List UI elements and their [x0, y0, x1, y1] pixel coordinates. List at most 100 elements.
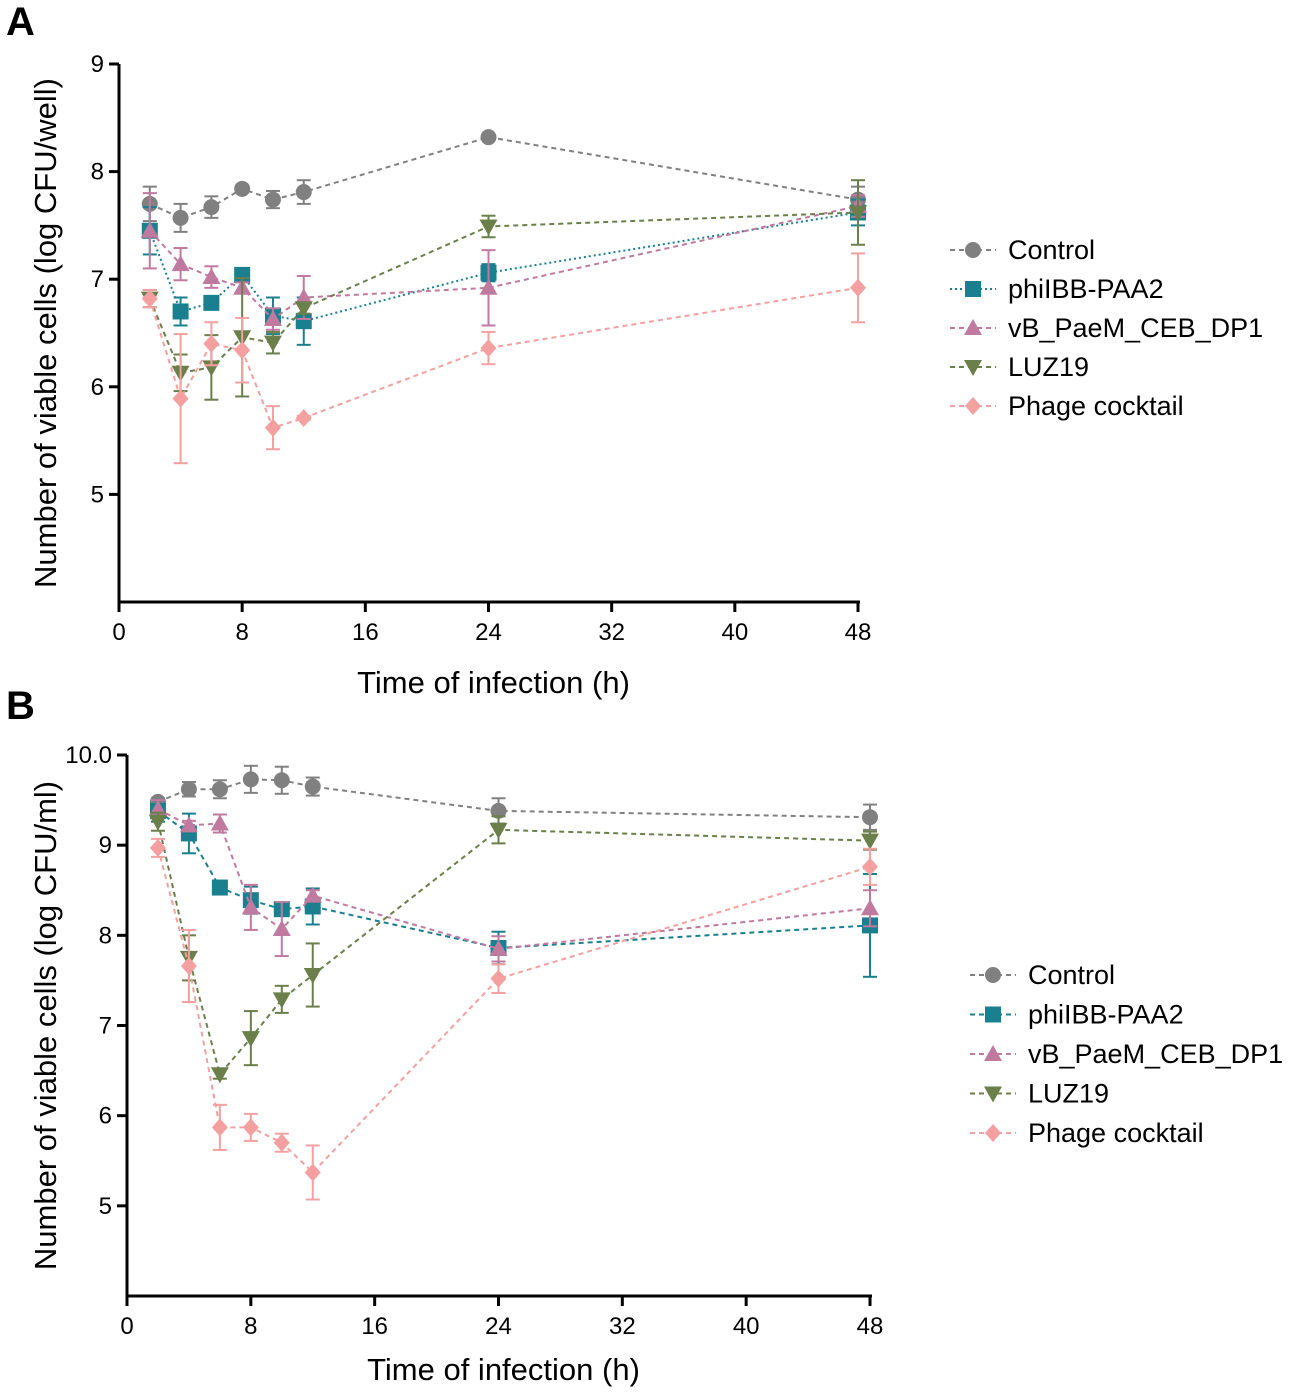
panel-b-series-phage-cocktail: [149, 837, 878, 1201]
panel-a-x-tick-label-16: 16: [352, 619, 379, 646]
panel-b-series-phage-cocktail-point-6: [211, 1118, 228, 1137]
panel-b-legend-item-luz19-marker: [984, 1086, 1002, 1103]
panel-b-legend-item-phage-cocktail-label: Phage cocktail: [1028, 1118, 1204, 1148]
panel-a-y-tick-label-8: 8: [91, 159, 104, 186]
panel-a-series-vb-paem-ceb-dp1-point-24: [479, 278, 498, 295]
panel-b-series-phiibb-paa2-line: [157, 810, 871, 949]
panel-a-x-tick-label-24: 24: [475, 619, 502, 646]
chart-panel-a: 5 6 7 8 9 0 8 16 24 32 40 48 Time of infection (h) Nu…: [28, 51, 1263, 700]
panel-b-series-luz19-point-48: [861, 833, 879, 850]
panel-a-series-luz19-line: [148, 211, 859, 374]
panel-b-series-control-point-8: [242, 771, 259, 788]
panel-b-series-vb-paem-ceb-dp1: [148, 799, 879, 963]
panel-a-series-control-point-10: [264, 191, 281, 208]
panel-b-legend-item-vb-paem-ceb-dp1-label: vB_PaeM_CEB_DP1: [1028, 1039, 1283, 1069]
panel-a-series-phage-cocktail-point-10: [264, 418, 281, 437]
panel-b-legend: Control phiIBB-PAA2 vB_PaeM_CEB_DP1 LUZ19 Ph…: [970, 960, 1283, 1148]
panel-b-series-control: [149, 764, 878, 831]
panel-a-series-phiibb-paa2: [141, 198, 866, 346]
panel-b-series-control-point-6: [211, 781, 228, 798]
panel-b-series-control-line: [157, 778, 871, 819]
panel-a-series-vb-paem-ceb-dp1-line: [149, 205, 859, 321]
panel-b-legend-item-control-label: Control: [1028, 960, 1115, 990]
panel-a-legend-item-luz19-marker: [964, 360, 982, 376]
panel-b-series-vb-paem-ceb-dp1-point-6: [210, 814, 229, 831]
chart-panel-b: 5 6 7 8 9 10.0 0 8 16 24 32 40 48 Time of infection (…: [28, 742, 1283, 1387]
panel-b-series-phage-cocktail-point-24: [490, 969, 507, 988]
panel-b-series-luz19-point-24: [489, 822, 508, 839]
panel-label-a: A: [6, 0, 35, 44]
panel-a-series-phiibb-paa2-point-6: [203, 294, 220, 311]
panel-a-series-phiibb-paa2-line: [148, 211, 859, 323]
panel-a-series-vb-paem-ceb-dp1-point-4: [171, 255, 190, 272]
panel-a-series-vb-paem-ceb-dp1-point-2: [140, 221, 159, 238]
panel-a-series-vb-paem-ceb-dp1-point-6: [202, 268, 221, 285]
panel-a-series-control-point-6: [203, 199, 220, 216]
panel-a-series-luz19-point-24: [479, 219, 498, 236]
panel-a-series-vb-paem-ceb-dp1-point-12: [294, 288, 313, 305]
panel-b-x-tick-label-8: 8: [244, 1313, 257, 1340]
panel-b-series-control-point-4: [180, 781, 197, 798]
panel-b-series-phiibb-paa2: [149, 799, 878, 978]
panel-b-series-phage-cocktail-line: [156, 847, 871, 1174]
panel-a-series-phage-cocktail-point-2: [141, 289, 158, 308]
panel-b-y-tick-label-5: 5: [99, 1193, 112, 1220]
panel-a-series-luz19: [140, 179, 867, 401]
panel-a-legend-item-control-marker: [965, 242, 981, 258]
panel-label-b: B: [6, 684, 35, 728]
panel-b-series-vb-paem-ceb-dp1-point-12: [303, 886, 322, 903]
panel-b-y-tick-label-6: 6: [99, 1103, 112, 1130]
panel-b-y-tick-label-9: 9: [99, 832, 112, 859]
panel-b-series-phage-cocktail-point-2: [149, 838, 166, 857]
panel-b-series-control-point-12: [304, 778, 321, 795]
panel-b-x-tick-label-0: 0: [120, 1313, 133, 1340]
panel-b-series-vb-paem-ceb-dp1-point-24: [489, 939, 508, 956]
panel-b-y-tick-label-8: 8: [99, 922, 112, 949]
panel-b-series-luz19-point-10: [272, 992, 291, 1009]
panel-a-x-tick-label-0: 0: [112, 619, 125, 646]
panel-b-y-tick-label-7: 7: [99, 1013, 112, 1040]
panel-a-series-phage-cocktail: [141, 252, 866, 465]
panel-b-series-vb-paem-ceb-dp1-point-8: [241, 898, 260, 915]
panel-b-x-tick-label-16: 16: [361, 1313, 388, 1340]
panel-a-x-tick-label-40: 40: [721, 619, 748, 646]
panel-b-series-luz19-point-12: [303, 968, 322, 985]
panel-b-series-phage-cocktail-point-12: [304, 1163, 321, 1182]
panel-a-series-vb-paem-ceb-dp1: [140, 192, 867, 331]
panel-b-legend-item-phage-cocktail-marker: [985, 1124, 1001, 1142]
panel-b-series-phage-cocktail-point-48: [862, 857, 878, 876]
panel-b-series-control-point-24: [490, 802, 507, 819]
panel-a-legend-item-luz19-label: LUZ19: [1008, 352, 1089, 382]
panel-a-y-tick-label-9: 9: [91, 51, 104, 78]
panel-a-series-control-point-8: [234, 180, 251, 197]
panel-a-series-phiibb-paa2-point-12: [295, 313, 312, 330]
panel-a-y-tick-label-5: 5: [91, 481, 104, 508]
panel-b-x-tick-label-32: 32: [609, 1313, 636, 1340]
panel-b-y-tick-label-10-0: 10.0: [65, 742, 112, 769]
panel-a-series-control-point-24: [480, 129, 497, 146]
panel-b-series-phage-cocktail-point-8: [242, 1118, 259, 1137]
panel-b-series-control-point-10: [273, 772, 290, 789]
panel-a-y-axis-title: Number of viable cells (log CFU/well): [28, 78, 63, 588]
panel-a-series-control-point-12: [295, 184, 312, 201]
panel-a-series-phage-cocktail-point-6: [203, 334, 220, 353]
panel-a-series-phage-cocktail-point-24: [480, 339, 497, 358]
panel-a-x-tick-label-8: 8: [235, 619, 248, 646]
panel-a-legend-item-vb-paem-ceb-dp1-label: vB_PaeM_CEB_DP1: [1008, 313, 1263, 343]
panel-b-y-axis-title: Number of viable cells (log CFU/ml): [28, 781, 63, 1270]
panel-b-series-vb-paem-ceb-dp1-point-4: [179, 816, 198, 833]
panel-b-series-luz19: [148, 811, 879, 1084]
panel-b-legend-item-control-marker: [985, 967, 1001, 983]
panel-b-legend-item-vb-paem-ceb-dp1-marker: [984, 1045, 1002, 1061]
panel-a-series-phage-cocktail-line: [148, 286, 859, 429]
panel-a-x-axis-title: Time of infection (h): [357, 665, 630, 700]
panel-b-series-vb-paem-ceb-dp1-point-10: [272, 920, 291, 937]
panel-b-series-phiibb-paa2-point-6: [211, 879, 228, 896]
panel-b-series-luz19-point-6: [210, 1067, 229, 1084]
panel-b-series-vb-paem-ceb-dp1-point-48: [861, 899, 879, 916]
panel-b-x-tick-label-40: 40: [733, 1313, 760, 1340]
panel-a-legend-item-phage-cocktail-label: Phage cocktail: [1008, 391, 1184, 421]
panel-a-series-luz19-point-48: [849, 205, 867, 222]
panel-a-legend: Control phiIBB-PAA2 vB_PaeM_CEB_DP1 LUZ19 Ph…: [950, 235, 1263, 421]
